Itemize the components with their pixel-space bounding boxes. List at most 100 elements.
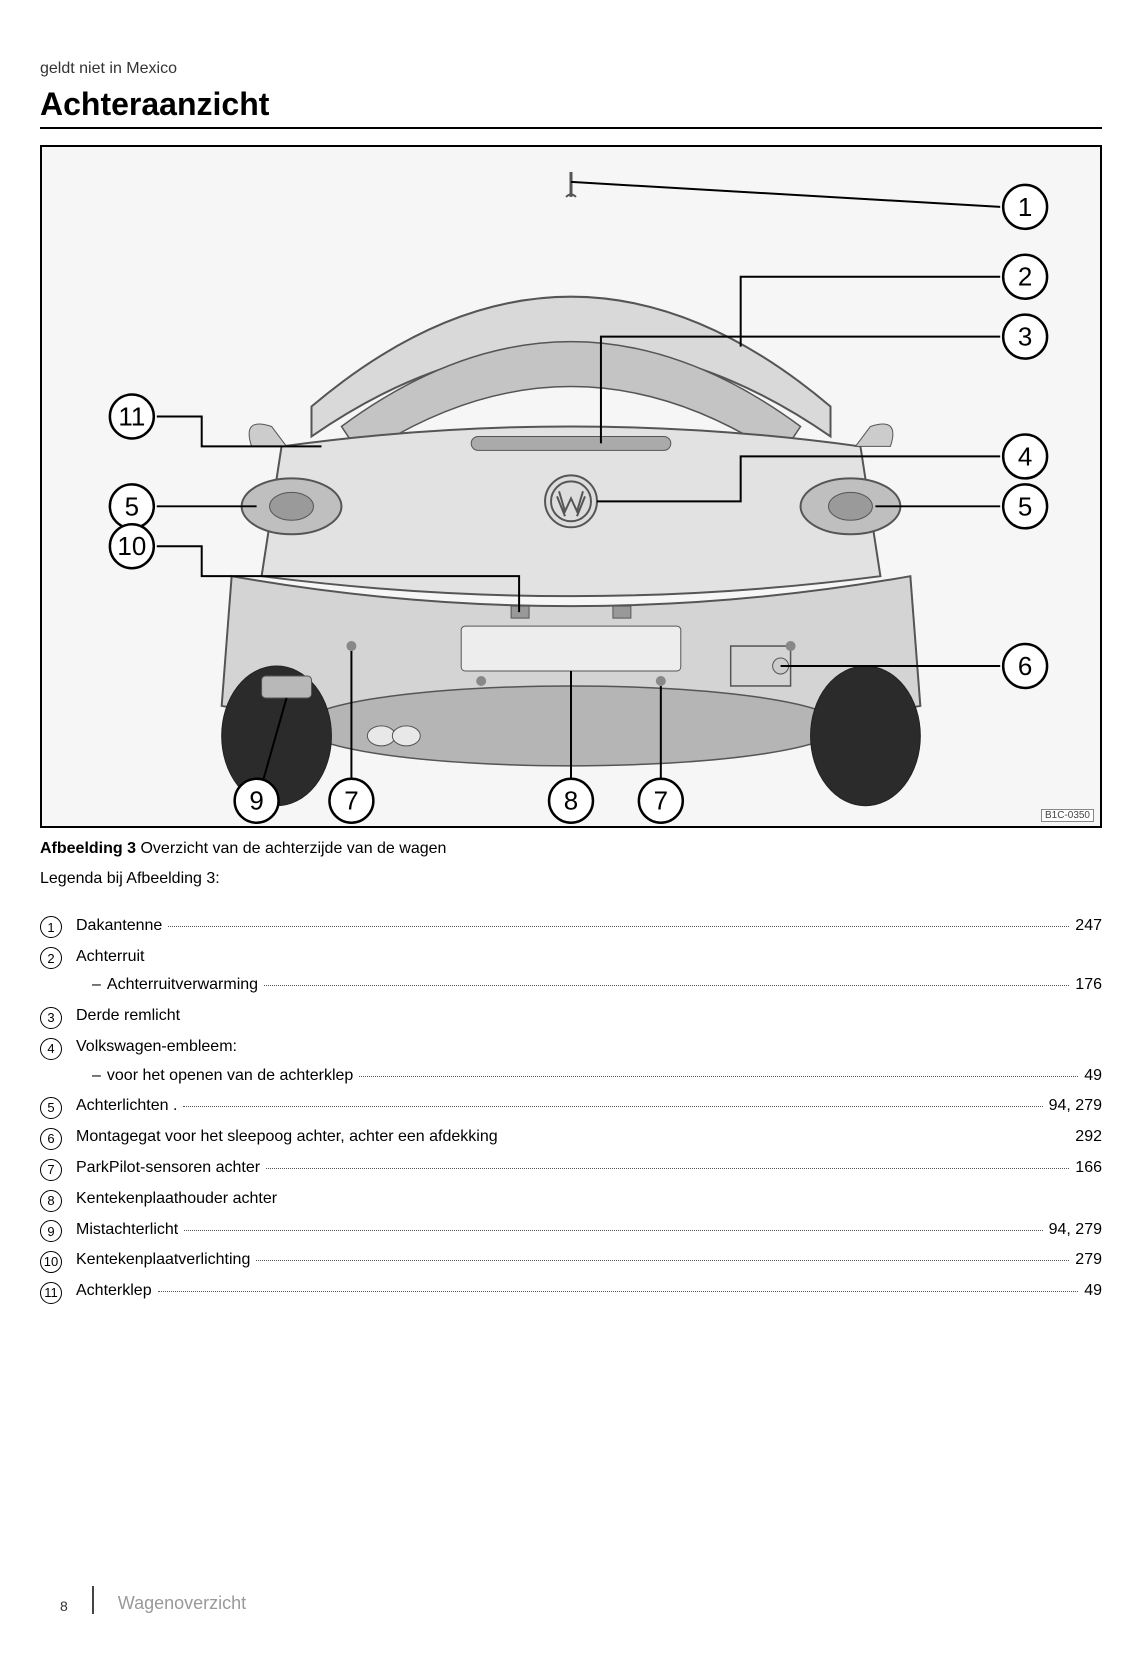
svg-text:5: 5 — [125, 493, 139, 521]
callout-7l: 7 — [329, 779, 373, 823]
legend-body: Montagegat voor het sleepoog achter, ach… — [76, 1123, 1102, 1152]
legend-page: 166 — [1075, 1154, 1102, 1183]
legend-page: 49 — [1084, 1062, 1102, 1091]
callout-5r: 5 — [1003, 484, 1047, 528]
legend-intro: Legenda bij Afbeelding 3: — [40, 870, 1102, 888]
legend-body: Dakantenne 247 — [76, 912, 1102, 941]
page-title: Achteraanzicht — [40, 86, 1102, 123]
rear-view-figure: 1 2 3 4 5 6 5 11 10 9 7 8 7 B1C-0350 — [40, 145, 1102, 828]
manual-page: geldt niet in Mexico Achteraanzicht — [0, 0, 1142, 1654]
legend-list: 1Dakantenne2472Achterruit–Achterruitverw… — [40, 912, 1102, 1306]
svg-text:1: 1 — [1018, 194, 1032, 222]
svg-text:11: 11 — [118, 403, 145, 431]
page-footer: 8 Wagenoverzicht — [60, 1586, 246, 1614]
legend-row: 8 Kentekenplaathouder achter — [40, 1185, 1102, 1214]
callout-6: 6 — [1003, 644, 1047, 688]
legend-number: 7 — [40, 1159, 62, 1181]
legend-page: 176 — [1075, 971, 1102, 1000]
legend-label: Kentekenplaatverlichting — [76, 1246, 250, 1275]
page-number: 8 — [60, 1598, 68, 1614]
legend-number: 9 — [40, 1220, 62, 1242]
legend-page: 94, 279 — [1049, 1092, 1102, 1121]
legend-number: 3 — [40, 1007, 62, 1029]
callout-3: 3 — [1003, 315, 1047, 359]
legend-label: Derde remlicht — [76, 1002, 180, 1031]
legend-dots — [168, 926, 1069, 927]
caption-label: Afbeelding 3 — [40, 840, 136, 857]
legend-number: 10 — [40, 1251, 62, 1273]
legend-label: Mistachterlicht — [76, 1216, 178, 1245]
top-note: geldt niet in Mexico — [40, 60, 1102, 78]
dash-icon: – — [92, 971, 101, 1000]
legend-label: Kentekenplaathouder achter — [76, 1185, 277, 1214]
legend-row: 5Achterlichten .94, 279 — [40, 1092, 1102, 1121]
legend-dots — [183, 1106, 1042, 1107]
legend-body: Achterlichten . 94, 279 — [76, 1092, 1102, 1121]
callout-1: 1 — [1003, 185, 1047, 229]
legend-number: 4 — [40, 1038, 62, 1060]
legend-number: 8 — [40, 1190, 62, 1212]
svg-text:6: 6 — [1018, 653, 1032, 681]
callout-11: 11 — [110, 395, 154, 439]
legend-page: 279 — [1075, 1246, 1102, 1275]
svg-text:7: 7 — [344, 788, 358, 816]
callout-7r: 7 — [639, 779, 683, 823]
legend-body: Derde remlicht — [76, 1002, 1102, 1031]
car-rear-svg: 1 2 3 4 5 6 5 11 10 9 7 8 7 — [42, 147, 1100, 826]
legend-label: Montagegat voor het sleepoog achter, ach… — [76, 1123, 498, 1152]
callout-4: 4 — [1003, 434, 1047, 478]
callout-10: 10 — [110, 524, 154, 568]
caption-text: Overzicht van de achterzijde van de wage… — [140, 840, 446, 857]
legend-sublabel: Achterruitverwarming — [107, 971, 258, 1000]
legend-body: Kentekenplaatverlichting 279 — [76, 1246, 1102, 1275]
legend-body: Volkswagen-embleem:–voor het openen van … — [76, 1033, 1102, 1091]
svg-text:4: 4 — [1018, 443, 1032, 471]
legend-body: Achterruit–Achterruitverwarming 176 — [76, 943, 1102, 1001]
legend-subline: –voor het openen van de achterklep49 — [76, 1062, 1102, 1091]
legend-label: Dakantenne — [76, 912, 162, 941]
title-rule — [40, 127, 1102, 129]
callout-5l: 5 — [110, 484, 154, 528]
legend-body: Achterklep 49 — [76, 1277, 1102, 1306]
legend-row: 6Montagegat voor het sleepoog achter, ac… — [40, 1123, 1102, 1152]
legend-number: 2 — [40, 947, 62, 969]
legend-number: 11 — [40, 1282, 62, 1304]
callout-2: 2 — [1003, 255, 1047, 299]
figure-code: B1C-0350 — [1041, 809, 1094, 822]
legend-dots — [359, 1076, 1078, 1077]
legend-subline: –Achterruitverwarming 176 — [76, 971, 1102, 1000]
svg-text:2: 2 — [1018, 264, 1032, 292]
dash-icon: – — [92, 1062, 101, 1091]
footer-section: Wagenoverzicht — [118, 1593, 246, 1614]
legend-dots — [266, 1168, 1069, 1169]
legend-body: ParkPilot-sensoren achter166 — [76, 1154, 1102, 1183]
legend-label: Achterruit — [76, 943, 144, 972]
legend-label: Volkswagen-embleem: — [76, 1033, 237, 1062]
legend-body: Kentekenplaathouder achter — [76, 1185, 1102, 1214]
legend-page: 292 — [1075, 1123, 1102, 1152]
svg-text:5: 5 — [1018, 493, 1032, 521]
legend-page: 94, 279 — [1049, 1216, 1102, 1245]
legend-page: 247 — [1075, 912, 1102, 941]
svg-text:8: 8 — [564, 788, 578, 816]
footer-divider — [92, 1586, 94, 1614]
legend-number: 1 — [40, 916, 62, 938]
legend-row: 3 Derde remlicht — [40, 1002, 1102, 1031]
legend-dots — [158, 1291, 1079, 1292]
legend-row: 9 Mistachterlicht 94, 279 — [40, 1216, 1102, 1245]
legend-dots — [184, 1230, 1042, 1231]
legend-page: 49 — [1084, 1277, 1102, 1306]
figure-caption: Afbeelding 3 Overzicht van de achterzijd… — [40, 840, 1102, 858]
legend-body: Mistachterlicht 94, 279 — [76, 1216, 1102, 1245]
svg-text:9: 9 — [249, 788, 263, 816]
legend-dots — [256, 1260, 1069, 1261]
svg-text:7: 7 — [654, 788, 668, 816]
legend-row: 10 Kentekenplaatverlichting 279 — [40, 1246, 1102, 1275]
legend-row: 11 Achterklep 49 — [40, 1277, 1102, 1306]
svg-text:10: 10 — [117, 533, 146, 561]
svg-text:3: 3 — [1018, 324, 1032, 352]
legend-label: Achterlichten . — [76, 1092, 177, 1121]
legend-label: Achterklep — [76, 1277, 152, 1306]
legend-row: 1 Dakantenne 247 — [40, 912, 1102, 941]
legend-row: 4 Volkswagen-embleem:–voor het openen van… — [40, 1033, 1102, 1091]
